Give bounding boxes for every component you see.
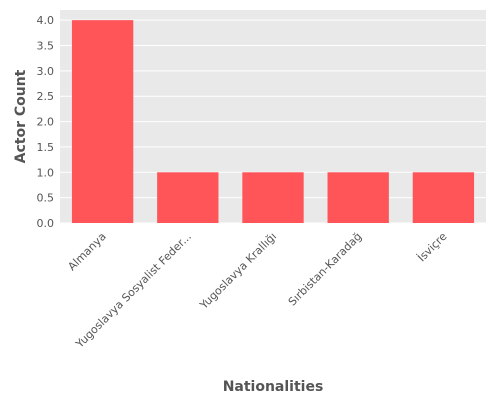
y-tick-label: 0.0 xyxy=(37,217,55,230)
bar xyxy=(71,20,134,224)
x-tick-label: Sırbistan-Karadağ xyxy=(286,230,365,309)
x-axis-title: Nationalities xyxy=(223,379,324,395)
bar xyxy=(157,172,219,223)
bar xyxy=(242,172,304,223)
y-axis-title: Actor Count xyxy=(13,69,29,163)
x-tick-label: İsviçre xyxy=(415,230,450,265)
y-tick-label: 1.0 xyxy=(37,166,55,179)
y-tick-label: 3.0 xyxy=(37,65,55,78)
x-tick-label: Almanya xyxy=(65,230,108,273)
y-axis-ticks: 0.0 0.5 1.0 1.5 2.0 2.5 3.0 3.5 4.0 xyxy=(37,14,55,230)
y-tick-label: 1.5 xyxy=(37,141,55,154)
y-tick-label: 2.5 xyxy=(37,90,55,103)
bar xyxy=(327,172,389,223)
bar xyxy=(412,172,475,223)
bars xyxy=(71,20,475,224)
y-tick-label: 0.5 xyxy=(37,192,55,205)
y-tick-label: 4.0 xyxy=(37,14,55,27)
x-tick-label: Yugoslavya Krallığı xyxy=(197,230,279,312)
y-tick-label: 3.5 xyxy=(37,40,55,53)
y-tick-label: 2.0 xyxy=(37,116,55,129)
